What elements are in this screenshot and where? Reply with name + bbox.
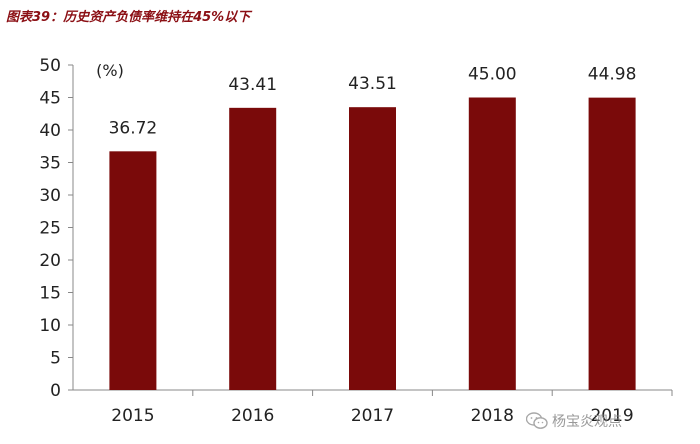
y-tick-label: 15	[39, 284, 61, 304]
data-label: 36.72	[109, 118, 158, 138]
x-tick-label: 2019	[590, 406, 633, 426]
watermark-text: 杨宝炎观点	[552, 414, 622, 430]
y-tick-label: 50	[39, 56, 61, 76]
y-tick-label: 5	[50, 349, 61, 369]
data-label: 45.00	[468, 65, 517, 85]
wechat-icon	[526, 412, 548, 429]
y-tick-label: 10	[39, 316, 61, 336]
y-tick-label: 45	[39, 89, 61, 109]
figure-title: 图表39：历史资产负债率维持在45%以下	[6, 10, 251, 25]
y-tick-label: 20	[39, 251, 61, 271]
data-label: 44.98	[588, 65, 637, 85]
x-tick-label: 2015	[111, 406, 154, 426]
bar	[588, 97, 636, 390]
bar	[229, 107, 277, 391]
bar	[109, 151, 157, 390]
watermark: 杨宝炎观点	[526, 410, 622, 432]
y-tick-label: 40	[39, 121, 61, 141]
y-tick-label: 35	[39, 154, 61, 174]
bar	[349, 107, 396, 390]
y-tick-label: 30	[39, 186, 61, 206]
data-label: 43.51	[348, 74, 397, 94]
data-label: 43.41	[228, 75, 277, 95]
x-tick-label: 2016	[231, 406, 274, 426]
bar	[468, 97, 516, 390]
unit-label: (%)	[96, 61, 124, 80]
x-tick-label: 2018	[471, 406, 514, 426]
y-tick-label: 25	[39, 219, 61, 239]
y-tick-label: 0	[50, 381, 61, 401]
x-tick-label: 2017	[351, 406, 394, 426]
